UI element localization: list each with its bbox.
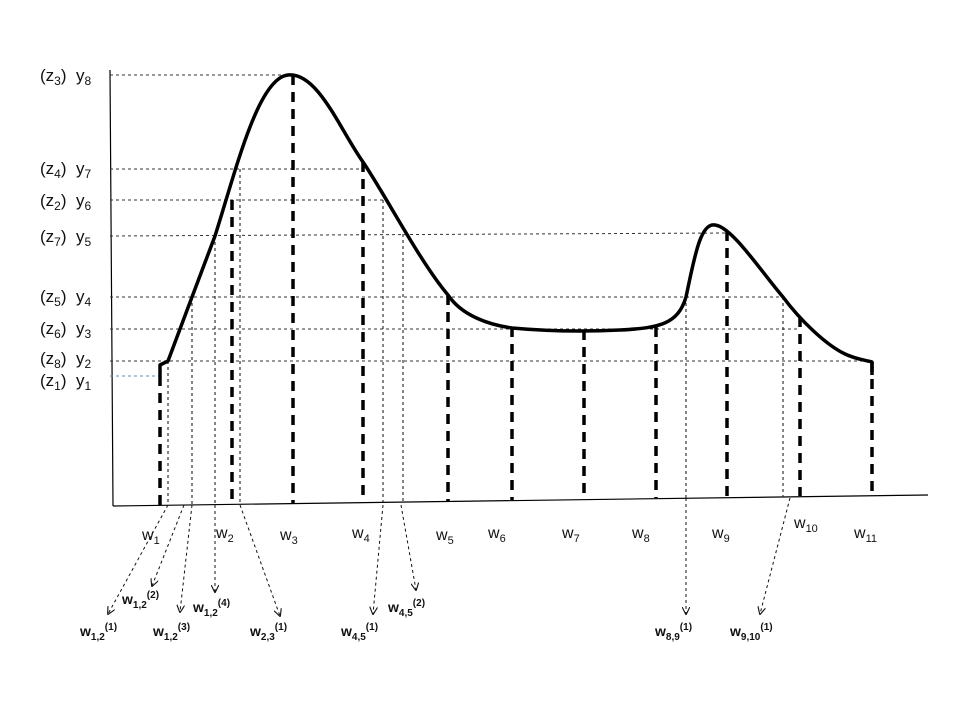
horizontal-guides bbox=[109, 74, 872, 377]
bottom-label-w89-1: w8,9(1) bbox=[654, 622, 692, 643]
bottom-label-w23-1: w2,3(1) bbox=[249, 622, 287, 643]
w-label-10: w10 bbox=[793, 515, 818, 535]
x-axis bbox=[112, 494, 929, 507]
y-axis bbox=[109, 69, 114, 507]
y-label-y7: (z4) y7 bbox=[40, 159, 91, 181]
y-labels: (z3) y8 (z4) y7 (z2) y6 (z7) y5 (z5) y4 … bbox=[40, 66, 91, 393]
w-label-11: w11 bbox=[853, 525, 877, 545]
label-arrows bbox=[108, 497, 791, 616]
thick-verticals bbox=[158, 75, 874, 505]
bottom-label-w910-1: w9,10(1) bbox=[729, 622, 773, 643]
bottom-label-w12-2: w1,2(2) bbox=[121, 590, 159, 611]
w-label-4: w4 bbox=[351, 525, 370, 545]
w-label-9: w9 bbox=[711, 525, 730, 545]
w-label-3: w3 bbox=[279, 527, 298, 547]
w-label-6: w6 bbox=[487, 525, 506, 545]
w-labels: w1 w2 w3 w4 w5 w6 w7 w8 w9 w10 w11 bbox=[141, 515, 877, 547]
y-label-y5: (z7) y5 bbox=[40, 227, 91, 249]
y-label-y1: (z1) y1 bbox=[40, 371, 91, 393]
y-label-y4: (z5) y4 bbox=[40, 287, 91, 309]
y-label-y3: (z6) y3 bbox=[40, 319, 91, 341]
w-label-7: w7 bbox=[561, 525, 580, 545]
w-label-2: w2 bbox=[215, 525, 234, 545]
y-label-y6: (z2) y6 bbox=[40, 191, 91, 213]
guide-y5 bbox=[109, 232, 728, 237]
bottom-label-w12-1: w1,2(1) bbox=[79, 622, 117, 643]
bottom-label-w12-3: w1,2(3) bbox=[152, 622, 190, 643]
y-label-y8: (z3) y8 bbox=[40, 66, 91, 88]
w-label-8: w8 bbox=[631, 525, 650, 545]
bottom-labels: w1,2(1) w1,2(2) w1,2(3) w1,2(4) w2,3(1) … bbox=[79, 590, 773, 643]
bottom-label-w12-4: w1,2(4) bbox=[192, 598, 230, 619]
thin-verticals bbox=[167, 169, 784, 505]
bottom-label-w45-2: w4,5(2) bbox=[387, 598, 425, 619]
w-label-1: w1 bbox=[141, 527, 160, 547]
curve bbox=[158, 73, 874, 376]
w-label-5: w5 bbox=[435, 527, 454, 547]
y-label-y2: (z8) y2 bbox=[40, 349, 91, 371]
bottom-label-w45-1: w4,5(1) bbox=[340, 622, 378, 643]
